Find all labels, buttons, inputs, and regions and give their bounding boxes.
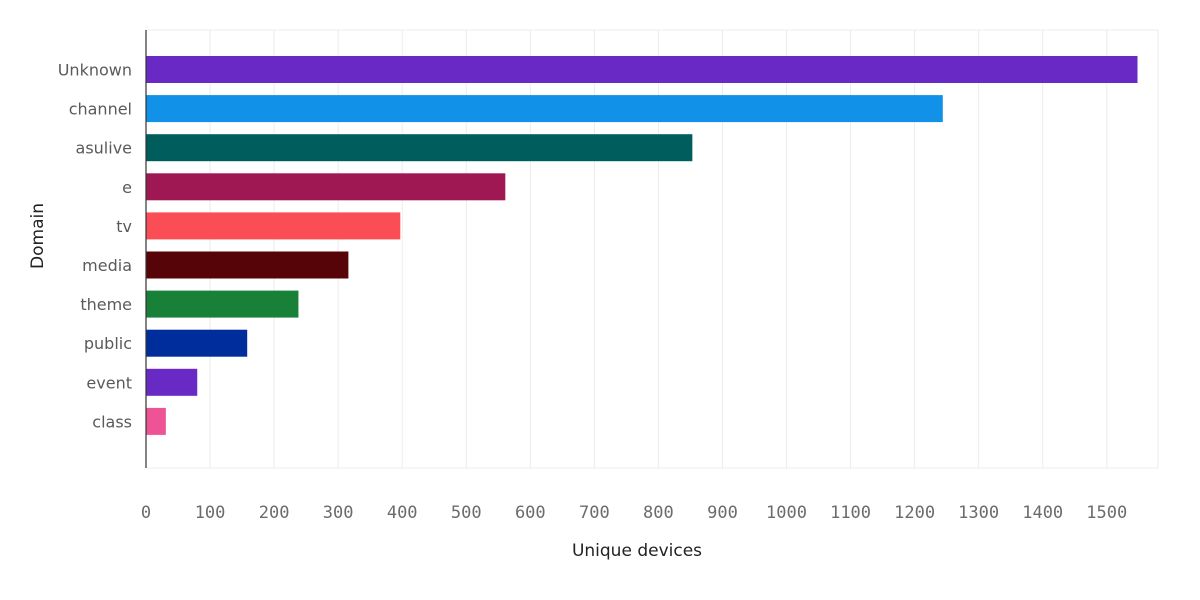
- x-tick-label: 200: [259, 503, 290, 523]
- x-tick-label: 1100: [830, 503, 871, 523]
- x-tick-label: 800: [643, 503, 674, 523]
- category-label: tv: [116, 217, 132, 236]
- x-tick-label: 1400: [1022, 503, 1063, 523]
- x-tick-label: 400: [387, 503, 418, 523]
- category-label: class: [92, 412, 132, 431]
- category-label: event: [86, 373, 132, 392]
- x-tick-labels: 0 100 200 300 400 500 600 700 800 900 1000 1100 1200…: [141, 503, 1127, 523]
- x-tick-label: 1300: [958, 503, 999, 523]
- bar-asulive: [146, 134, 693, 162]
- category-label: Unknown: [58, 61, 132, 80]
- bar-tv: [146, 212, 401, 240]
- category-label: e: [122, 178, 132, 197]
- category-label: media: [82, 256, 132, 275]
- category-labels: Unknown channel asulive e tv media theme public…: [58, 61, 132, 432]
- x-tick-label: 0: [141, 503, 151, 523]
- category-label: channel: [69, 100, 132, 119]
- category-label: public: [84, 334, 132, 353]
- x-tick-label: 900: [707, 503, 738, 523]
- bar-unknown: [146, 56, 1138, 83]
- y-axis-title: Domain: [28, 203, 48, 269]
- x-axis-title: Unique devices: [572, 541, 702, 561]
- bar-theme: [146, 290, 299, 318]
- x-tick-label: 300: [323, 503, 354, 523]
- x-tick-label: 1000: [766, 503, 807, 523]
- bar-channel: [146, 95, 943, 123]
- bars: [146, 56, 1138, 435]
- x-tick-label: 1500: [1086, 503, 1127, 523]
- x-tick-label: 1200: [894, 503, 935, 523]
- bar-e: [146, 173, 506, 201]
- category-label: theme: [80, 295, 132, 314]
- bar-media: [146, 251, 349, 279]
- x-tick-label: 600: [515, 503, 546, 523]
- bar-class: [146, 407, 166, 435]
- bar-event: [146, 368, 198, 396]
- bar-public: [146, 329, 248, 357]
- x-tick-label: 100: [195, 503, 226, 523]
- category-label: asulive: [76, 139, 132, 158]
- x-tick-label: 500: [451, 503, 482, 523]
- x-tick-label: 700: [579, 503, 610, 523]
